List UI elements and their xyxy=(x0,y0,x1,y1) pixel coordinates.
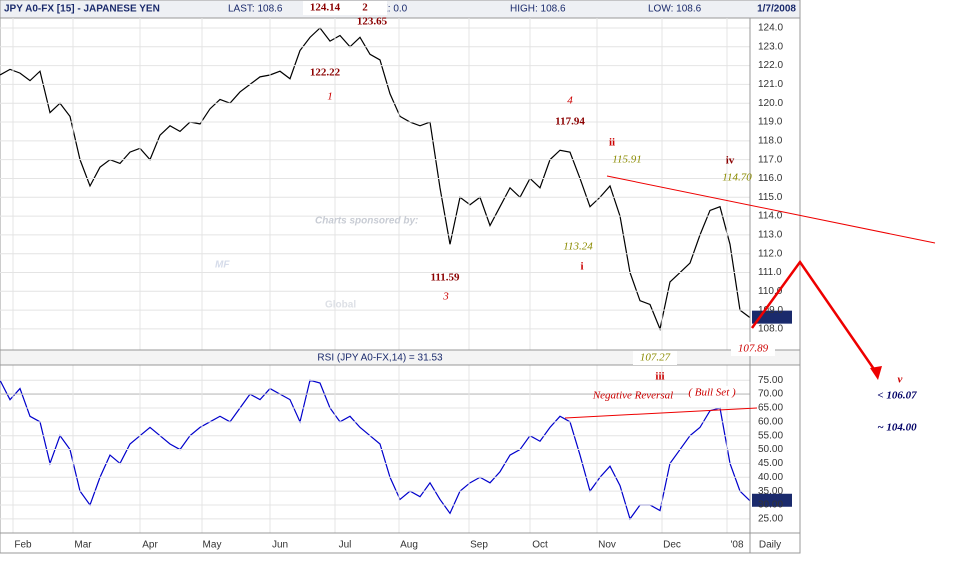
annotation: 113.24 xyxy=(563,241,593,253)
annotation: ~ 104.00 xyxy=(877,422,917,434)
header-date: 1/7/2008 xyxy=(757,4,796,15)
y-tick-label: 30.00 xyxy=(758,500,783,511)
y-tick-label: 110.0 xyxy=(758,286,783,297)
annotation: 107.27 xyxy=(640,352,671,364)
annotation: 124.14 xyxy=(310,2,341,14)
frame xyxy=(0,0,801,554)
annotation: 115.91 xyxy=(612,154,641,166)
header-low: LOW: 108.6 xyxy=(648,4,702,15)
x-tick-label: Mar xyxy=(74,540,92,551)
y-tick-label: 111.0 xyxy=(758,267,782,278)
last-value-box xyxy=(752,493,792,507)
rsi-title: RSI (JPY A0-FX,14) = 31.53 xyxy=(317,353,443,364)
annotation: 3 xyxy=(442,291,449,303)
y-tick-label: 115.0 xyxy=(758,192,783,203)
x-tick-label: '08 xyxy=(730,540,743,551)
annotation-bg xyxy=(690,386,734,400)
annotation: i xyxy=(580,261,583,273)
x-tick-label: Apr xyxy=(142,540,158,551)
period-label: Daily xyxy=(759,540,781,551)
y-tick-label: 124.0 xyxy=(758,23,783,34)
annotation: 111.59 xyxy=(430,272,460,284)
annotation: 114.70 xyxy=(722,172,752,184)
header-title: JPY A0-FX [15] - JAPANESE YEN xyxy=(4,4,160,15)
x-tick-label: Jun xyxy=(272,540,288,551)
y-tick-label: 25.00 xyxy=(758,514,783,525)
y-tick-label: 117.0 xyxy=(758,154,783,165)
y-tick-label: 70.00 xyxy=(758,389,783,400)
x-tick-label: May xyxy=(203,540,222,551)
annotation-bg xyxy=(633,351,677,365)
header-last: LAST: 108.6 xyxy=(228,4,283,15)
y-tick-label: 50.00 xyxy=(758,444,783,455)
logo-mf: MF xyxy=(215,260,230,271)
y-tick-label: 114.0 xyxy=(758,211,783,222)
annotation: Negative Reversal xyxy=(592,390,673,402)
x-tick-label: Dec xyxy=(663,540,681,551)
y-tick-label: 113.0 xyxy=(758,230,783,241)
projection-arrow xyxy=(750,259,880,376)
y-tick-label: 119.0 xyxy=(758,117,783,128)
x-tick-label: Feb xyxy=(14,540,32,551)
x-tick-label: Sep xyxy=(470,540,488,551)
annotation: 117.94 xyxy=(555,116,585,128)
y-tick-label: 116.0 xyxy=(758,173,783,184)
annotation: v xyxy=(898,374,903,386)
annotation: 122.22 xyxy=(310,67,341,79)
header-high: HIGH: 108.6 xyxy=(510,4,566,15)
header-bar xyxy=(0,0,801,19)
x-tick-label: Aug xyxy=(400,540,418,551)
annotation-bg xyxy=(343,1,387,15)
trendline xyxy=(564,407,758,419)
y-tick-label: 45.00 xyxy=(758,458,783,469)
logo-global: Global xyxy=(325,300,356,311)
annotation: < 106.07 xyxy=(877,390,917,402)
y-tick-label: 40.00 xyxy=(758,472,783,483)
rsi-header-bar xyxy=(0,349,801,366)
y-tick-label: 121.0 xyxy=(758,79,783,90)
y-tick-label: 120.0 xyxy=(758,98,783,109)
y-tick-label: 75.00 xyxy=(758,375,783,386)
x-tick-label: Nov xyxy=(598,540,616,551)
annotation: 2 xyxy=(362,2,368,14)
y-tick-label: 122.0 xyxy=(758,60,783,71)
annotation: 1 xyxy=(327,91,333,103)
x-tick-label: Jul xyxy=(339,540,352,551)
annotation: ii xyxy=(609,137,615,149)
annotation: ( Bull Set ) xyxy=(688,387,736,399)
arrow-head xyxy=(870,366,882,380)
y-tick-label: 112.0 xyxy=(758,248,783,259)
series-line xyxy=(0,379,751,521)
y-tick-label: 123.0 xyxy=(758,41,783,52)
y-tick-label: 108.0 xyxy=(758,324,783,335)
y-tick-label: 109.0 xyxy=(758,305,783,316)
annotation: 107.89 xyxy=(738,343,769,355)
annotation: 4 xyxy=(567,95,573,107)
y-tick-label: 118.0 xyxy=(758,135,783,146)
y-tick-label: 65.00 xyxy=(758,403,783,414)
x-tick-label: Oct xyxy=(532,540,548,551)
annotation-bg xyxy=(731,342,775,356)
annotation: iv xyxy=(726,155,735,167)
y-tick-label: 55.00 xyxy=(758,430,783,441)
annotation-bg xyxy=(303,1,347,15)
y-tick-label: 35.00 xyxy=(758,486,783,497)
trendline xyxy=(606,175,936,244)
series-line xyxy=(0,27,751,331)
annotation: iii xyxy=(655,371,664,383)
annotation: 123.65 xyxy=(357,16,388,28)
y-tick-label: 60.00 xyxy=(758,416,783,427)
sponsor-text: Charts sponsored by: xyxy=(315,216,418,227)
